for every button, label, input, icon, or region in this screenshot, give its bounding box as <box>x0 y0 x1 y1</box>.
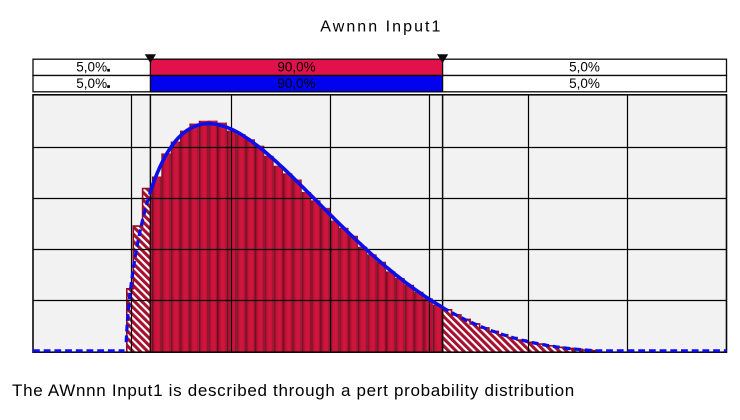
svg-text:5,0%: 5,0% <box>76 76 107 91</box>
svg-text:5,0%: 5,0% <box>76 60 107 75</box>
svg-text:5,0%: 5,0% <box>569 60 600 75</box>
svg-text:The AWnnn Input1 is described: The AWnnn Input1 is described through a … <box>12 381 575 400</box>
svg-text:5,0%: 5,0% <box>569 76 600 91</box>
svg-text:90,0%: 90,0% <box>277 60 315 75</box>
svg-text:Awnnn Input1: Awnnn Input1 <box>320 18 442 35</box>
svg-text:90,0%: 90,0% <box>277 76 315 91</box>
